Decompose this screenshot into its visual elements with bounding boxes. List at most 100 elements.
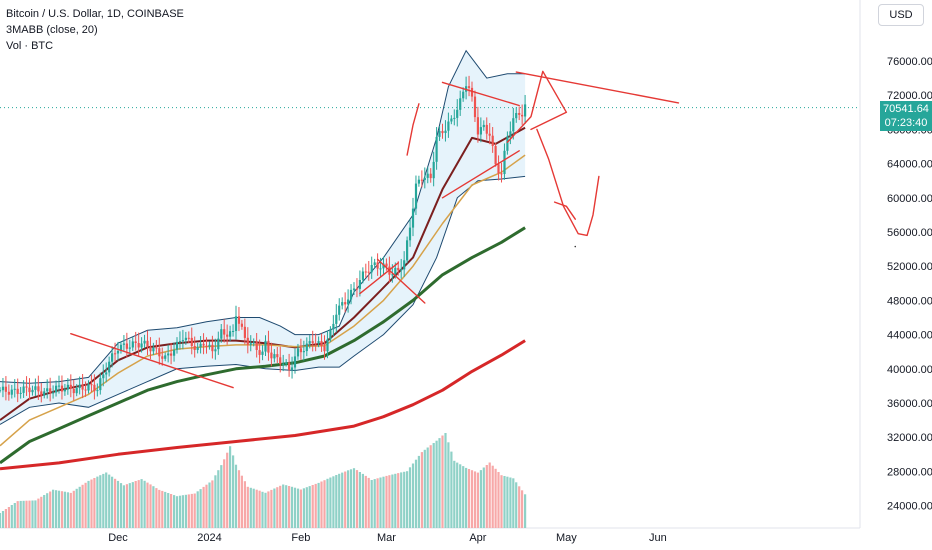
candle — [376, 253, 379, 276]
volume-bar — [87, 480, 90, 528]
price-tick-label: 44000.00 — [887, 330, 932, 342]
volume-bar — [261, 491, 264, 528]
volume-bar — [137, 480, 140, 528]
candle-body — [143, 340, 146, 344]
candle — [249, 335, 252, 352]
volume-bar — [37, 498, 40, 528]
candle — [4, 376, 7, 401]
candle-body — [470, 87, 474, 97]
volume-bar — [323, 480, 326, 528]
symbol-title[interactable]: Bitcoin / U.S. Dollar, 1D, COINBASE — [6, 8, 184, 20]
drawings — [70, 70, 680, 389]
volume-bar — [426, 447, 429, 528]
candle-body — [397, 267, 400, 271]
candle — [49, 377, 52, 402]
candle — [347, 289, 350, 313]
volume-bar — [290, 486, 294, 528]
candle-body — [408, 227, 412, 241]
trendline-drawing — [506, 70, 568, 143]
candle-body — [40, 391, 43, 396]
candle — [116, 341, 120, 361]
price-tick-label: 48000.00 — [887, 295, 932, 307]
volume-bar — [482, 467, 485, 528]
candle-body — [55, 385, 58, 393]
candle-body — [411, 208, 415, 228]
candle — [46, 379, 49, 399]
volume-bar — [96, 476, 99, 528]
price-tick-label: 36000.00 — [887, 398, 932, 410]
candle-body — [317, 341, 320, 344]
candle-body — [373, 262, 376, 265]
candle — [444, 120, 447, 142]
candle — [255, 333, 258, 358]
candle-body — [184, 337, 187, 341]
candle — [146, 330, 149, 356]
volume-bar — [43, 495, 46, 528]
volume-bar — [524, 494, 527, 528]
candle-body — [450, 118, 453, 122]
volume-bar — [314, 483, 317, 528]
volume-bar — [193, 493, 196, 528]
indicator-volume-label[interactable]: Vol · BTC — [6, 40, 54, 52]
candle-body — [152, 347, 155, 352]
candle-body — [229, 331, 232, 337]
time-tick-label: 2024 — [197, 532, 221, 544]
volume-bar — [497, 472, 500, 528]
candle — [0, 387, 2, 393]
candle — [400, 258, 403, 279]
volume-bar — [140, 479, 143, 528]
volume-bar — [479, 470, 482, 528]
candle-body — [90, 384, 93, 386]
candle — [28, 378, 31, 400]
volume-bar — [214, 475, 217, 528]
candle-body — [255, 342, 258, 350]
candle-body — [7, 391, 10, 395]
candle — [34, 378, 37, 397]
candle — [296, 343, 300, 360]
candle-body — [105, 372, 108, 375]
candle — [31, 385, 34, 396]
volume-bar — [84, 482, 87, 528]
volume-bar — [116, 480, 120, 528]
candle — [10, 384, 13, 399]
candle-body — [518, 113, 521, 115]
candle — [335, 304, 338, 333]
price-tick-label: 64000.00 — [887, 159, 932, 171]
volume-bar — [467, 469, 471, 528]
indicator-bollinger-label[interactable]: 3MABB (close, 20) — [6, 24, 98, 36]
volume-bar — [476, 472, 479, 528]
candle — [473, 90, 477, 122]
currency-button[interactable]: USD — [878, 4, 924, 26]
candle — [288, 353, 291, 377]
candle-body — [459, 98, 462, 110]
candle — [111, 346, 114, 368]
candle-body — [329, 329, 332, 340]
last-price-value: 70541.64 — [883, 103, 929, 115]
candle — [317, 336, 320, 348]
candle-body — [276, 354, 279, 358]
candle-body — [234, 316, 238, 331]
volume-bar — [447, 442, 450, 528]
price-tick-label: 24000.00 — [887, 501, 932, 513]
candle-body — [78, 384, 81, 388]
candle — [429, 168, 432, 183]
candle — [63, 383, 66, 396]
candle — [512, 107, 515, 140]
candle-body — [261, 351, 264, 355]
volume-bar — [226, 452, 229, 528]
candle-body — [220, 329, 223, 339]
candle-body — [379, 268, 382, 270]
candle-body — [385, 263, 388, 267]
candle — [199, 336, 202, 354]
candle-body — [488, 133, 491, 136]
candle-body — [423, 177, 426, 180]
candle — [521, 104, 524, 125]
volume-bar — [111, 476, 114, 528]
volume-bar — [344, 471, 347, 528]
volume-bar — [175, 496, 179, 528]
volume-bar — [173, 495, 176, 528]
candle-body — [240, 323, 243, 327]
candle — [264, 335, 267, 357]
